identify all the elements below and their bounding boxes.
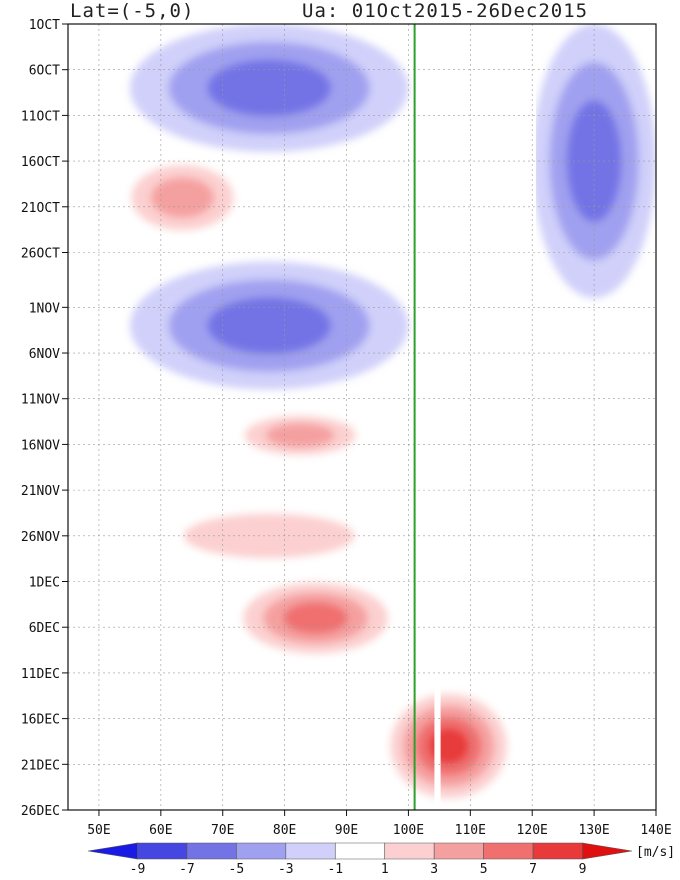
colorbar-segment-6 — [384, 842, 435, 860]
y-tick-label-6: 1NOV — [29, 301, 60, 316]
y-tick-label-5: 26OCT — [21, 246, 60, 261]
chart-title-right: Ua: 01Oct2015-26Dec2015 — [302, 0, 589, 22]
anomaly-westerly-mid-oct-level-2 — [150, 177, 215, 218]
x-tick-label-6: 110E — [455, 823, 486, 838]
y-tick-label-7: 6NOV — [29, 347, 60, 362]
chart-title-left: Lat=(-5,0) — [70, 0, 195, 22]
colorbar-unit: [m/s] — [636, 845, 675, 860]
colorbar-segment-9 — [532, 842, 583, 860]
x-tick-label-5: 100E — [393, 823, 424, 838]
x-tick-label-4: 90E — [335, 823, 358, 838]
anomaly-easterly-early-oct-level-2 — [207, 59, 332, 117]
y-tick-label-10: 21NOV — [21, 484, 60, 499]
colorbar-segment-7 — [433, 842, 484, 860]
x-tick-label-2: 70E — [211, 823, 234, 838]
grid-lines — [68, 24, 656, 810]
x-tick-label-1: 60E — [149, 823, 172, 838]
missing-data-strip-0 — [434, 24, 441, 810]
anomaly-westerly-mid-dec-level-4 — [428, 727, 469, 765]
y-tick-label-17: 26DEC — [21, 804, 60, 819]
colorbar-segment-2 — [186, 842, 237, 860]
y-tick-label-14: 11DEC — [21, 667, 60, 682]
colorbar-label-5: 1 — [381, 862, 389, 877]
colorbar-segment-0 — [87, 842, 138, 860]
colorbar-segment-1 — [137, 842, 188, 860]
colorbar-segment-8 — [483, 842, 534, 860]
colorbar-segment-5 — [334, 842, 386, 860]
y-tick-label-12: 1DEC — [29, 576, 60, 591]
colorbar-label-6: 3 — [430, 862, 438, 877]
missing-data-strip-1 — [522, 24, 536, 810]
x-tick-label-8: 130E — [578, 823, 609, 838]
colorbar-label-3: -3 — [278, 862, 294, 877]
colorbar-label-1: -7 — [179, 862, 195, 877]
missing-data-strips — [434, 24, 536, 810]
colorbar-label-7: 5 — [480, 862, 488, 877]
y-tick-label-0: 1OCT — [29, 18, 60, 33]
y-tick-label-15: 16DEC — [21, 713, 60, 728]
plot-frame — [67, 23, 657, 811]
y-tick-label-11: 26NOV — [21, 530, 60, 545]
colorbar-label-9: 9 — [579, 862, 587, 877]
colorbar-label-0: -9 — [130, 862, 146, 877]
colorbar-segment-3 — [236, 842, 287, 860]
y-axis: 1OCT 6OCT 11OCT 16OCT 21OCT 26OCT 1NOV 6NOV 11NO… — [21, 18, 68, 819]
colorbar-label-2: -5 — [229, 862, 245, 877]
x-tick-label-0: 50E — [87, 823, 110, 838]
colorbar-segment-4 — [285, 842, 336, 860]
colorbar-label-4: -1 — [327, 862, 343, 877]
y-tick-label-8: 11NOV — [21, 393, 60, 408]
colorbar: -9 -7 -5 -3 -1 1 3 5 7 9 [m/s] — [87, 842, 675, 877]
y-tick-label-13: 6DEC — [29, 621, 60, 636]
y-tick-label-4: 21OCT — [21, 201, 60, 216]
y-tick-label-2: 11OCT — [21, 109, 60, 124]
colorbar-segment-10 — [582, 842, 633, 860]
y-tick-label-3: 16OCT — [21, 155, 60, 170]
x-axis: 50E 60E 70E 80E 90E 100E 110E 120E 130E 140E — [87, 810, 672, 838]
anomaly-westerly-mid-nov-level-2 — [265, 423, 335, 448]
y-tick-label-16: 21DEC — [21, 758, 60, 773]
plot-area — [67, 23, 657, 811]
y-tick-label-9: 16NOV — [21, 438, 60, 453]
x-tick-label-9: 140E — [640, 823, 671, 838]
anomaly-easterly-late-oct-nov-level-2 — [207, 297, 332, 355]
colorbar-label-8: 7 — [529, 862, 537, 877]
anomaly-westerly-early-dec-level-3 — [283, 602, 348, 634]
x-tick-label-7: 120E — [517, 823, 548, 838]
x-tick-label-3: 80E — [273, 823, 296, 838]
y-tick-label-1: 6OCT — [29, 64, 60, 79]
